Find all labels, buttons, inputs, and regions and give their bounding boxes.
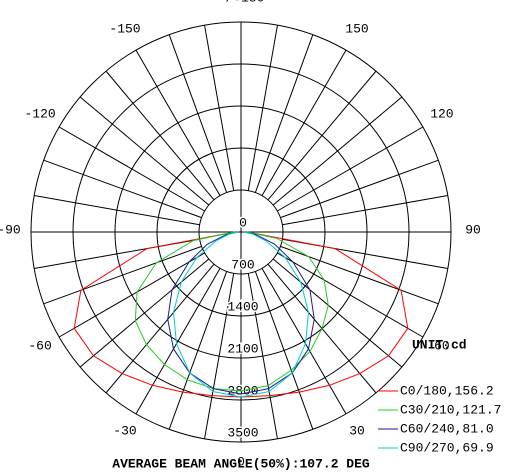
radial-grid-line [105, 263, 215, 394]
radial-grid-line [58, 252, 205, 338]
legend-label: C0/180,156.2 [400, 383, 494, 398]
radial-grid-line [79, 96, 210, 206]
radial-grid-line [105, 70, 215, 201]
r-tick-label: 700 [231, 257, 254, 272]
radial-grid-line [280, 159, 439, 219]
angle-tick-label: -60 [28, 338, 51, 353]
angle-tick-label: 90 [465, 222, 481, 237]
angle-tick-label: -150 [109, 22, 140, 37]
radial-grid-line [277, 252, 424, 338]
radial-grid-line [43, 245, 202, 305]
intensity-curve [134, 231, 329, 392]
radial-grid-line [272, 96, 403, 206]
angle-tick-label: -120 [24, 106, 55, 121]
angle-tick-label: -90 [0, 222, 21, 237]
radial-grid-line [204, 25, 235, 191]
radial-grid-line [204, 273, 235, 439]
radial-grid-line [254, 271, 314, 430]
radial-grid-line [261, 49, 347, 196]
angle-tick-label: 120 [430, 106, 453, 121]
radial-grid-line [168, 271, 228, 430]
legend-title: UNIT:cd [412, 337, 467, 352]
legend-label: C30/210,121.7 [400, 402, 501, 417]
legend-label: C60/240,81.0 [400, 421, 494, 436]
radial-grid-line [79, 258, 210, 368]
r-tick-label: 0 [239, 215, 247, 230]
radial-grid-line [34, 195, 200, 226]
radial-grid-line [135, 49, 221, 196]
intensity-curve [173, 231, 309, 398]
radial-grid-line [247, 273, 278, 439]
legend-label: C90/270,69.9 [400, 440, 494, 455]
intensity-curve [167, 231, 315, 395]
r-tick-label: 2100 [227, 341, 258, 356]
footer: AVERAGE BEAM ANGLE(50%):107.2 DEG [112, 456, 370, 471]
angle-tick-label: 30 [349, 423, 365, 438]
radial-grid-line [247, 25, 278, 191]
radial-grid-line [272, 258, 403, 368]
radial-grid-line [168, 34, 228, 193]
radial-grid-line [282, 195, 448, 226]
angle-tick-label: 0 [237, 454, 245, 469]
radial-grid-line [261, 268, 347, 415]
angle-tick-label: 60 [434, 338, 450, 353]
r-tick-label: 3500 [227, 425, 258, 440]
r-tick-label: 1400 [227, 299, 258, 314]
radial-grid-line [58, 126, 205, 212]
angle-tick-label: -/+180 [218, 0, 265, 5]
angle-tick-label: 150 [345, 22, 368, 37]
radial-grid-line [277, 126, 424, 212]
angle-tick-label: -30 [113, 423, 136, 438]
radial-grid-line [254, 34, 314, 193]
radial-grid-line [267, 70, 377, 201]
radial-grid-line [135, 268, 221, 415]
radial-grid-line [43, 159, 202, 219]
